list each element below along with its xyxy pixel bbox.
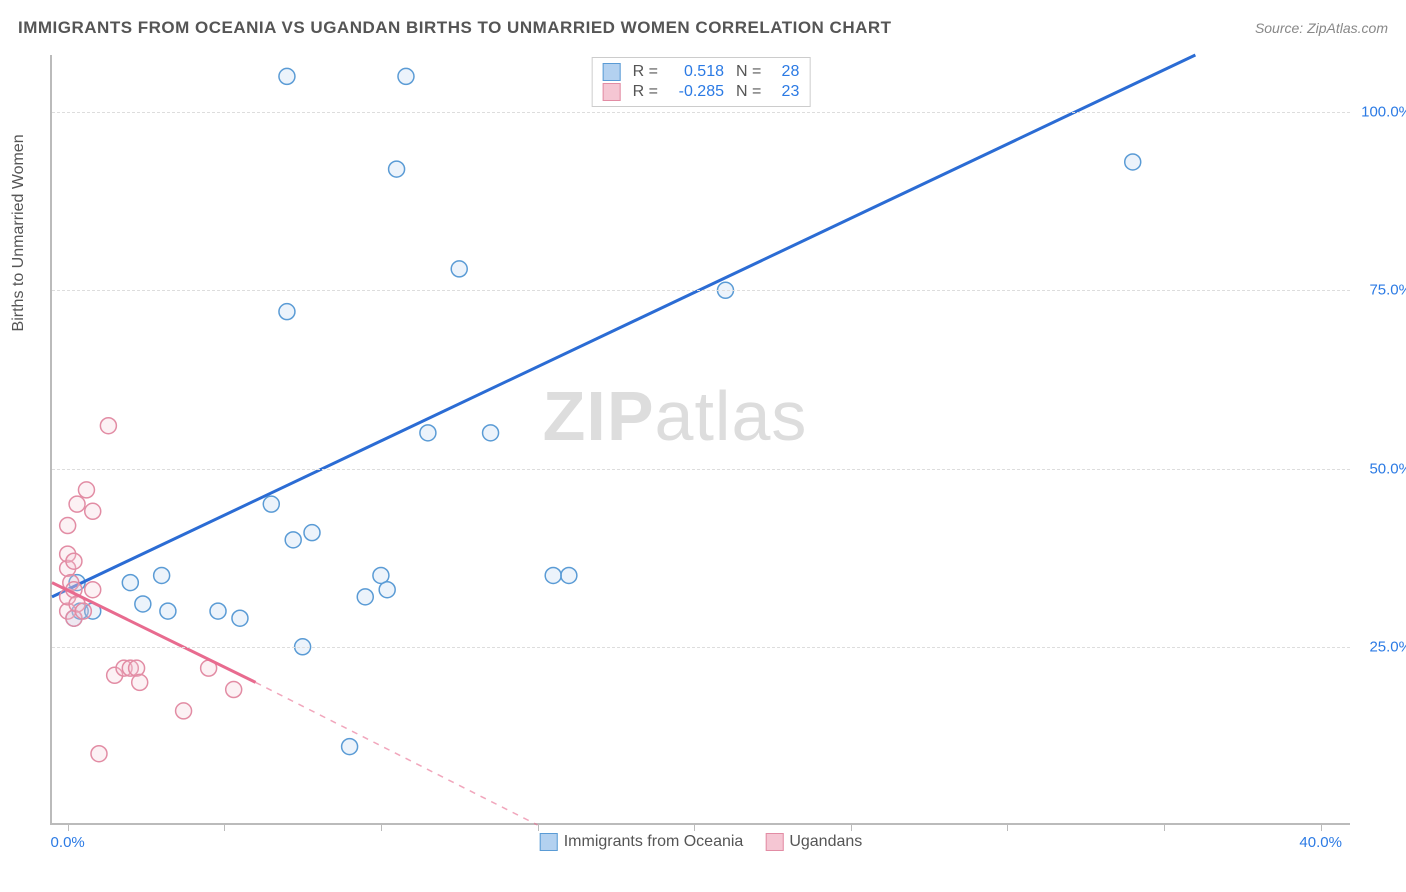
trend-line: [52, 583, 256, 683]
x-tick: [224, 823, 225, 831]
y-tick-label: 100.0%: [1357, 104, 1406, 121]
gridline: [52, 112, 1350, 113]
scatter-point: [122, 575, 138, 591]
y-tick-label: 75.0%: [1357, 282, 1406, 299]
stat-n-label: N =: [736, 83, 761, 101]
scatter-point: [1125, 154, 1141, 170]
x-tick: [1321, 823, 1322, 831]
y-tick-label: 25.0%: [1357, 638, 1406, 655]
gridline: [52, 647, 1350, 648]
stat-r-label: R =: [633, 63, 658, 81]
stat-n-value: 28: [769, 63, 799, 81]
scatter-point: [85, 582, 101, 598]
stat-n-value: 23: [769, 83, 799, 101]
scatter-point: [75, 603, 91, 619]
x-tick: [851, 823, 852, 831]
scatter-point: [451, 261, 467, 277]
scatter-point: [483, 425, 499, 441]
x-tick-label: 0.0%: [51, 834, 85, 851]
scatter-point: [420, 425, 436, 441]
stats-row: R = -0.285 N = 23: [603, 82, 800, 102]
scatter-point: [132, 674, 148, 690]
scatter-point: [379, 582, 395, 598]
stat-n-label: N =: [736, 63, 761, 81]
scatter-point: [60, 518, 76, 534]
scatter-point: [129, 660, 145, 676]
trend-line-dashed: [256, 682, 538, 825]
scatter-point: [232, 610, 248, 626]
gridline: [52, 290, 1350, 291]
legend-item: Ugandans: [765, 833, 862, 851]
scatter-point: [85, 503, 101, 519]
x-tick: [1007, 823, 1008, 831]
scatter-point: [398, 68, 414, 84]
legend-swatch: [603, 63, 621, 81]
source-label: Source: ZipAtlas.com: [1255, 20, 1388, 36]
trend-line: [52, 55, 1195, 597]
legend-item: Immigrants from Oceania: [540, 833, 744, 851]
y-tick-label: 50.0%: [1357, 460, 1406, 477]
scatter-point: [154, 567, 170, 583]
scatter-point: [176, 703, 192, 719]
scatter-point: [160, 603, 176, 619]
scatter-point: [135, 596, 151, 612]
scatter-point: [69, 496, 85, 512]
legend-label: Immigrants from Oceania: [564, 833, 744, 851]
x-tick: [381, 823, 382, 831]
scatter-point: [285, 532, 301, 548]
stat-r-label: R =: [633, 83, 658, 101]
scatter-point: [357, 589, 373, 605]
scatter-point: [545, 567, 561, 583]
plot-container: ZIPatlas R =0.518N =28R =-0.285N =23 Imm…: [50, 55, 1350, 825]
title-bar: IMMIGRANTS FROM OCEANIA VS UGANDAN BIRTH…: [18, 18, 1388, 38]
legend-label: Ugandans: [789, 833, 862, 851]
bottom-legend: Immigrants from Oceania Ugandans: [540, 833, 863, 851]
scatter-point: [263, 496, 279, 512]
scatter-point: [66, 553, 82, 569]
scatter-point: [91, 746, 107, 762]
scatter-point: [279, 68, 295, 84]
stat-r-value: -0.285: [666, 83, 724, 101]
scatter-point: [78, 482, 94, 498]
scatter-point: [210, 603, 226, 619]
x-tick: [694, 823, 695, 831]
plot-area: ZIPatlas R =0.518N =28R =-0.285N =23 Imm…: [50, 55, 1350, 825]
chart-title: IMMIGRANTS FROM OCEANIA VS UGANDAN BIRTH…: [18, 18, 892, 38]
y-axis-label: Births to Unmarried Women: [10, 134, 28, 331]
x-tick: [68, 823, 69, 831]
scatter-point: [304, 525, 320, 541]
scatter-point: [100, 418, 116, 434]
stats-row: R = 0.518 N = 28: [603, 62, 800, 82]
stats-legend: R = 0.518 N = 28 R = -0.285 N = 23: [592, 57, 811, 107]
scatter-point: [226, 682, 242, 698]
scatter-point: [342, 739, 358, 755]
legend-swatch: [765, 833, 783, 851]
scatter-point: [389, 161, 405, 177]
stat-r-value: 0.518: [666, 63, 724, 81]
x-tick: [1164, 823, 1165, 831]
legend-swatch: [540, 833, 558, 851]
x-tick: [538, 823, 539, 831]
scatter-point: [279, 304, 295, 320]
data-layer: [52, 55, 1352, 825]
legend-swatch: [603, 83, 621, 101]
x-tick-label: 40.0%: [1299, 834, 1342, 851]
gridline: [52, 469, 1350, 470]
scatter-point: [561, 567, 577, 583]
